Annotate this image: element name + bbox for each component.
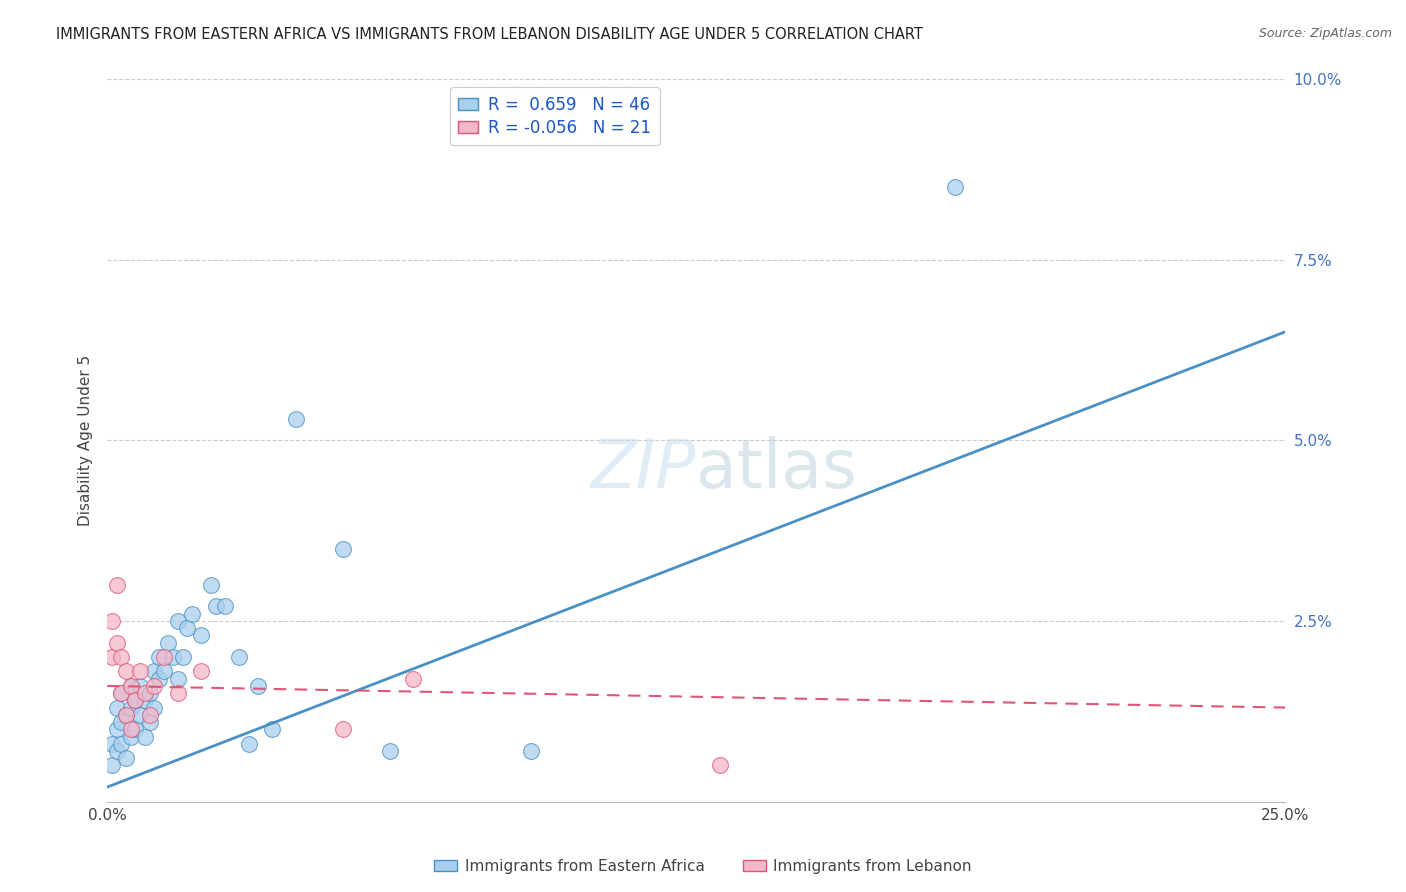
Point — [110, 650, 132, 665]
Point — [166, 686, 188, 700]
Point — [129, 707, 152, 722]
Text: Source: ZipAtlas.com: Source: ZipAtlas.com — [1258, 27, 1392, 40]
Legend: R =  0.659   N = 46, R = -0.056   N = 21: R = 0.659 N = 46, R = -0.056 N = 21 — [450, 87, 659, 145]
Point — [166, 672, 188, 686]
Point — [190, 628, 212, 642]
Point — [101, 737, 124, 751]
Point — [105, 700, 128, 714]
Point — [101, 614, 124, 628]
Point — [129, 665, 152, 679]
Point — [110, 686, 132, 700]
Point — [143, 665, 166, 679]
Point — [190, 665, 212, 679]
Point — [138, 686, 160, 700]
Point — [105, 723, 128, 737]
Point — [157, 635, 180, 649]
Point — [134, 730, 156, 744]
Point — [101, 650, 124, 665]
Point — [105, 635, 128, 649]
Point — [172, 650, 194, 665]
Point — [143, 700, 166, 714]
Point — [120, 679, 142, 693]
Point — [124, 723, 146, 737]
Legend: Immigrants from Eastern Africa, Immigrants from Lebanon: Immigrants from Eastern Africa, Immigran… — [427, 853, 979, 880]
Point — [134, 693, 156, 707]
Point — [110, 686, 132, 700]
Point — [129, 679, 152, 693]
Point — [115, 751, 138, 765]
Point — [124, 693, 146, 707]
Point — [228, 650, 250, 665]
Point — [176, 621, 198, 635]
Point — [148, 650, 170, 665]
Point — [105, 578, 128, 592]
Point — [332, 723, 354, 737]
Point — [246, 679, 269, 693]
Point — [120, 730, 142, 744]
Point — [181, 607, 204, 621]
Point — [134, 686, 156, 700]
Point — [166, 614, 188, 628]
Point — [943, 180, 966, 194]
Text: ZIP: ZIP — [591, 436, 696, 502]
Point — [138, 714, 160, 729]
Point — [238, 737, 260, 751]
Point — [101, 758, 124, 772]
Y-axis label: Disability Age Under 5: Disability Age Under 5 — [79, 355, 93, 526]
Point — [520, 744, 543, 758]
Point — [143, 679, 166, 693]
Text: IMMIGRANTS FROM EASTERN AFRICA VS IMMIGRANTS FROM LEBANON DISABILITY AGE UNDER 5: IMMIGRANTS FROM EASTERN AFRICA VS IMMIGR… — [56, 27, 924, 42]
Point — [152, 665, 174, 679]
Point — [120, 679, 142, 693]
Point — [120, 723, 142, 737]
Point — [148, 672, 170, 686]
Point — [214, 599, 236, 614]
Point — [152, 650, 174, 665]
Point — [204, 599, 226, 614]
Point — [262, 723, 284, 737]
Text: atlas: atlas — [696, 436, 858, 502]
Point — [110, 714, 132, 729]
Point — [402, 672, 425, 686]
Point — [709, 758, 731, 772]
Point — [105, 744, 128, 758]
Point — [110, 737, 132, 751]
Point — [332, 541, 354, 556]
Point — [162, 650, 184, 665]
Point — [138, 707, 160, 722]
Point — [200, 578, 222, 592]
Point — [115, 707, 138, 722]
Point — [284, 411, 307, 425]
Point — [378, 744, 401, 758]
Point — [120, 700, 142, 714]
Point — [115, 707, 138, 722]
Point — [124, 693, 146, 707]
Point — [115, 665, 138, 679]
